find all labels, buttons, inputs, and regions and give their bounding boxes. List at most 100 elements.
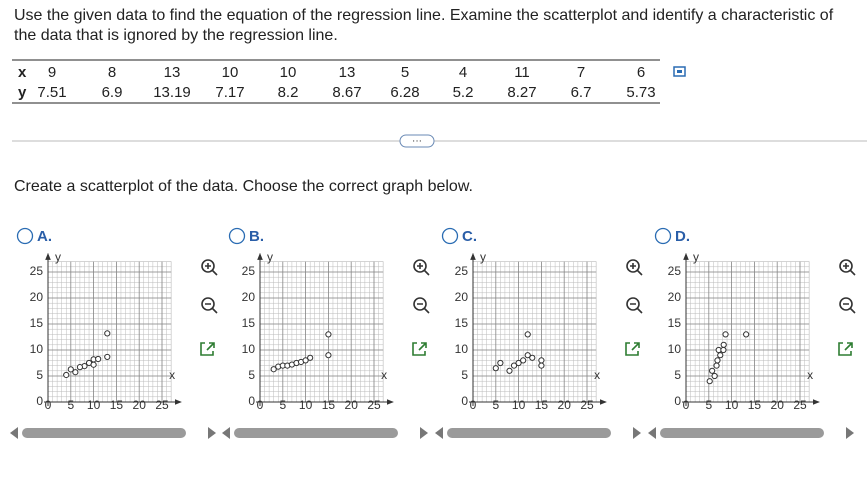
zoom-out-button[interactable] — [626, 297, 643, 314]
table-cell: 6.9 — [102, 84, 123, 101]
table-cell: 13.19 — [153, 84, 191, 101]
icon — [413, 259, 427, 273]
y-tick-label: 5 — [248, 368, 255, 382]
data-point — [302, 357, 309, 364]
popout-button[interactable] — [200, 342, 215, 356]
question-line: Use the given data to find the equation … — [14, 7, 834, 24]
table-cell: 6.28 — [390, 84, 419, 101]
y-tick-label: 20 — [30, 290, 44, 304]
y-tick-label: 5 — [36, 368, 43, 382]
table-cell: 13 — [164, 64, 181, 81]
option-label: B. — [249, 228, 264, 245]
answer-option[interactable]: C.05101520250510152025xy — [441, 227, 607, 412]
table-cell: 6.7 — [571, 84, 592, 101]
x-tick-label: 10 — [725, 398, 739, 412]
y-tick-label: 25 — [668, 264, 682, 278]
data-point — [506, 367, 513, 374]
table-cell: 5.2 — [453, 84, 474, 101]
popout-button[interactable] — [625, 342, 640, 356]
table-cell: 5.73 — [626, 84, 655, 101]
scrollbar-thumb[interactable] — [22, 428, 186, 438]
scroll-right[interactable] — [633, 427, 641, 439]
y-tick-label: 5 — [461, 368, 468, 382]
data-point — [497, 359, 504, 367]
x-tick-label: 5 — [67, 398, 74, 412]
y-axis-label: y — [55, 250, 61, 264]
scroll-right[interactable] — [420, 427, 428, 439]
table-cell: 8.67 — [332, 84, 361, 101]
x-tick-label: 10 — [87, 398, 101, 412]
data-point — [104, 353, 111, 361]
popout-button[interactable] — [412, 342, 427, 356]
zoom-out-button[interactable] — [413, 297, 430, 314]
y-tick-label: 0 — [461, 394, 468, 408]
icon — [625, 342, 640, 356]
scroll-left[interactable] — [10, 427, 18, 439]
y-axis-label: y — [267, 250, 273, 264]
data-point — [270, 366, 277, 373]
zoom-out-button[interactable] — [201, 297, 218, 314]
data-point — [722, 331, 729, 338]
data-point — [713, 362, 720, 369]
table-cell: 5 — [401, 64, 409, 81]
x-tick-label: 20 — [133, 398, 147, 412]
x-tick-label: 5 — [492, 398, 499, 412]
radio-button[interactable] — [654, 227, 672, 245]
icon — [626, 259, 640, 273]
data-point — [95, 355, 102, 363]
answer-option[interactable]: A.05101520250510152025xy — [16, 227, 182, 412]
radio-button[interactable] — [16, 227, 34, 245]
zoom-in-button[interactable] — [626, 259, 643, 276]
icon — [205, 303, 218, 314]
scroll-left[interactable] — [648, 427, 656, 439]
table-cell: 11 — [514, 64, 530, 81]
scroll-left[interactable] — [435, 427, 443, 439]
scroll-left[interactable] — [222, 427, 230, 439]
x-tick-label: 25 — [367, 398, 381, 412]
icon — [201, 297, 215, 311]
zoom-in-button[interactable] — [839, 259, 856, 276]
scrollbar-thumb[interactable] — [447, 428, 611, 438]
scrollbar-thumb[interactable] — [660, 428, 824, 438]
y-tick-label: 25 — [30, 264, 44, 278]
icon — [626, 297, 640, 311]
table-cell: 9 — [48, 64, 56, 81]
plot-area — [472, 261, 597, 403]
answer-option[interactable]: D.05101520250510152025xy — [654, 227, 820, 412]
x-tick-label: 25 — [580, 398, 594, 412]
option-label: C. — [462, 228, 477, 245]
icon — [200, 342, 215, 356]
scrollbar-thumb[interactable] — [234, 428, 398, 438]
radio-button[interactable] — [228, 227, 246, 245]
icon — [630, 263, 643, 276]
y-tick-label: 25 — [455, 264, 469, 278]
zoom-in-button[interactable] — [201, 259, 218, 276]
x-tick-label: 5 — [705, 398, 712, 412]
x-tick-label: 15 — [110, 398, 124, 412]
data-point — [67, 366, 74, 373]
data-point — [524, 352, 531, 359]
radio-button[interactable] — [441, 227, 459, 245]
y-tick-label: 10 — [30, 342, 44, 356]
scroll-right[interactable] — [846, 427, 854, 439]
scroll-right[interactable] — [208, 427, 216, 439]
data-point — [307, 354, 314, 361]
x-tick-label: 20 — [771, 398, 785, 412]
zoom-out-button[interactable] — [839, 297, 856, 314]
x-tick-label: 5 — [279, 398, 286, 412]
zoom-in-button[interactable] — [413, 259, 430, 276]
data-point — [538, 357, 545, 364]
popout-button[interactable] — [838, 342, 853, 356]
table-cell: 10 — [222, 64, 239, 81]
answer-option[interactable]: B.05101520250510152025xy — [228, 227, 394, 412]
copy-icon[interactable] — [673, 66, 686, 77]
data-point — [72, 369, 79, 376]
table-row-header: y — [18, 84, 27, 101]
x-tick-label: 15 — [535, 398, 549, 412]
icon — [843, 263, 856, 276]
data-point — [104, 330, 111, 337]
table-cell: 6 — [637, 64, 645, 81]
data-point — [90, 361, 97, 368]
expand-button[interactable]: ··· — [399, 134, 435, 148]
icon — [413, 297, 427, 311]
